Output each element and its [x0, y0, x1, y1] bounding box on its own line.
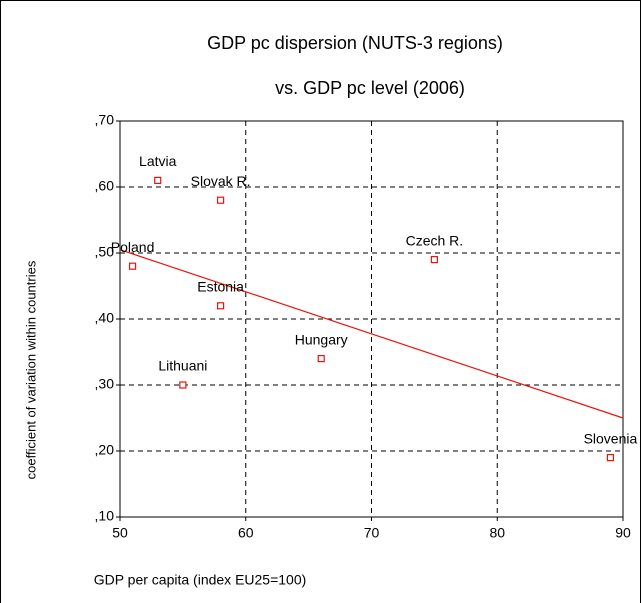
- y-axis-label: coefficient of variation within countrie…: [23, 260, 38, 479]
- y-tick-label: ,40: [95, 310, 115, 326]
- data-point: [179, 381, 187, 389]
- data-point: [217, 196, 225, 204]
- point-label: Lithuani: [158, 358, 207, 374]
- data-point: [128, 262, 137, 270]
- data-point: [154, 176, 162, 184]
- data-point: [430, 256, 438, 264]
- x-tick-label: 90: [615, 525, 631, 541]
- y-tick-label: ,10: [95, 508, 115, 524]
- chart-title: GDP pc dispersion (NUTS-3 regions): [207, 33, 503, 53]
- x-tick-label: 60: [238, 525, 254, 541]
- point-label: Czech R.: [406, 232, 464, 248]
- x-tick-label: 80: [489, 525, 505, 541]
- x-tick-label: 70: [364, 525, 380, 541]
- point-label: Estonia: [197, 279, 244, 295]
- point-label: Poland: [111, 239, 155, 255]
- x-axis-label: GDP per capita (index EU25=100): [94, 572, 307, 588]
- y-tick-label: ,30: [95, 376, 115, 392]
- data-point: [317, 355, 325, 363]
- point-label: Hungary: [295, 331, 348, 347]
- point-label: Slovak R.: [191, 173, 251, 189]
- point-label: Slovenia: [584, 430, 638, 446]
- data-point: [217, 302, 225, 310]
- point-label: Latvia: [139, 153, 177, 169]
- y-tick-label: ,60: [95, 178, 115, 194]
- y-tick-label: ,50: [95, 244, 115, 260]
- chart-subtitle: vs. GDP pc level (2006): [275, 78, 465, 98]
- y-tick-label: ,70: [95, 112, 115, 128]
- y-tick-label: ,20: [95, 442, 115, 458]
- data-point: [606, 454, 615, 462]
- x-tick-label: 50: [112, 525, 128, 541]
- trend-line: [119, 249, 624, 419]
